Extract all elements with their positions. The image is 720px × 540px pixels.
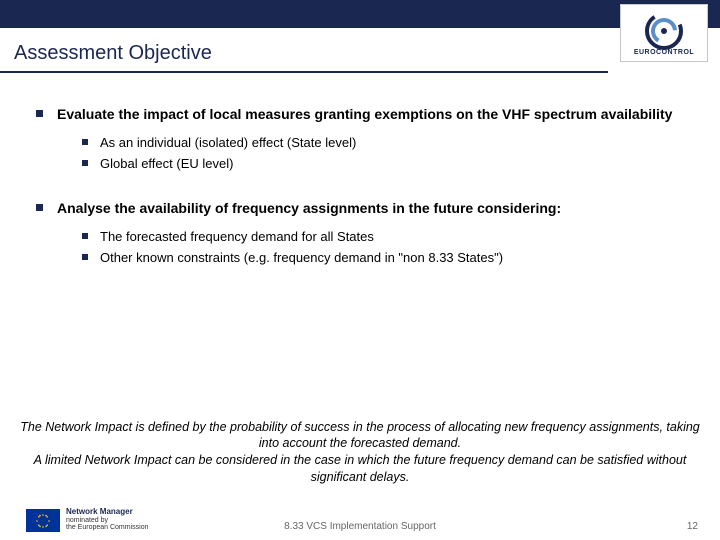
footer-note: The Network Impact is defined by the pro… xyxy=(0,419,720,487)
square-bullet-icon xyxy=(82,139,88,145)
square-bullet-icon xyxy=(82,233,88,239)
sub-bullet-text: Other known constraints (e.g. frequency … xyxy=(100,249,503,267)
sub-bullet: Other known constraints (e.g. frequency … xyxy=(82,249,684,267)
sub-bullet: As an individual (isolated) effect (Stat… xyxy=(82,134,684,152)
main-bullet: Analyse the availability of frequency as… xyxy=(36,199,684,218)
square-bullet-icon xyxy=(36,204,43,211)
eurocontrol-swirl-icon xyxy=(644,11,684,51)
top-navy-bar xyxy=(0,0,720,28)
sub-bullet: Global effect (EU level) xyxy=(82,155,684,173)
title-area: Assessment Objective xyxy=(0,28,608,73)
footer-bar: Network Manager nominated by the Europea… xyxy=(0,500,720,540)
sub-bullet-text: Global effect (EU level) xyxy=(100,155,233,173)
sub-bullet-text: The forecasted frequency demand for all … xyxy=(100,228,374,246)
sub-bullet: The forecasted frequency demand for all … xyxy=(82,228,684,246)
sub-bullet-text: As an individual (isolated) effect (Stat… xyxy=(100,134,356,152)
main-bullet-text: Evaluate the impact of local measures gr… xyxy=(57,105,672,124)
eurocontrol-logo: EUROCONTROL xyxy=(620,4,708,62)
main-bullet-text: Analyse the availability of frequency as… xyxy=(57,199,561,218)
square-bullet-icon xyxy=(82,254,88,260)
content-area: Evaluate the impact of local measures gr… xyxy=(0,73,720,267)
sub-list: As an individual (isolated) effect (Stat… xyxy=(82,134,684,173)
main-bullet: Evaluate the impact of local measures gr… xyxy=(36,105,684,124)
footer-center-text: 8.33 VCS Implementation Support xyxy=(0,521,720,532)
page-number: 12 xyxy=(687,521,698,532)
square-bullet-icon xyxy=(82,160,88,166)
nm-line1: Network Manager xyxy=(66,508,149,517)
square-bullet-icon xyxy=(36,110,43,117)
sub-list: The forecasted frequency demand for all … xyxy=(82,228,684,267)
page-title: Assessment Objective xyxy=(14,42,608,65)
eurocontrol-logo-text: EUROCONTROL xyxy=(634,49,694,56)
